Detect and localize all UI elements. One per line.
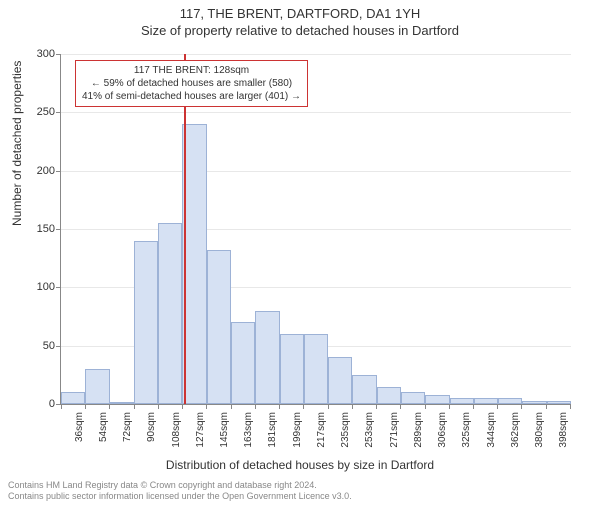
xtick: 199sqm [279,404,303,409]
xtick: 289sqm [400,404,424,409]
xtick-label: 325sqm [461,412,472,448]
ytick-label: 50 [43,340,61,352]
histogram-bar [377,387,401,405]
footer-attribution: Contains HM Land Registry data © Crown c… [8,480,352,502]
xtick-label: 199sqm [292,412,303,448]
xtick: 325sqm [449,404,473,409]
ytick-label: 100 [37,281,61,293]
histogram-bar [85,369,109,404]
xtick-label: 108sqm [171,412,182,448]
ytick-label: 200 [37,165,61,177]
x-axis-label: Distribution of detached houses by size … [0,458,600,472]
annotation-box: 117 THE BRENT: 128sqm ← 59% of detached … [75,60,308,107]
histogram-bar [158,223,182,404]
xtick-label: 217sqm [316,412,327,448]
xtick-label: 163sqm [243,412,254,448]
ytick-label: 0 [49,398,61,410]
xtick: 127sqm [182,404,206,409]
xtick: 72sqm [109,404,133,409]
page-title-address: 117, THE BRENT, DARTFORD, DA1 1YH [0,6,600,21]
ytick-label: 150 [37,223,61,235]
histogram-bar [328,357,352,404]
annotation-line: 41% of semi-detached houses are larger (… [82,90,301,103]
histogram-bar [61,392,85,404]
xtick: 163sqm [231,404,255,409]
xtick-label: 362sqm [510,412,521,448]
histogram-bar [207,250,231,404]
histogram-bar [401,392,425,404]
xtick: 271sqm [376,404,400,409]
xtick-label: 235sqm [340,412,351,448]
xtick-label: 181sqm [267,412,278,448]
page-title-subtitle: Size of property relative to detached ho… [0,23,600,38]
xtick: 90sqm [134,404,158,409]
xtick: 145sqm [206,404,230,409]
xtick-label: 344sqm [486,412,497,448]
xtick: 54sqm [85,404,109,409]
xtick: 362sqm [497,404,521,409]
histogram-bar [255,311,279,404]
xtick-label: 127sqm [195,412,206,448]
histogram-bar [352,375,376,404]
xtick-label: 54sqm [98,412,109,442]
xtick-label: 271sqm [389,412,400,448]
xtick-label: 306sqm [437,412,448,448]
histogram-bar [425,395,449,404]
xtick: 108sqm [158,404,182,409]
x-ticks: 36sqm54sqm72sqm90sqm108sqm127sqm145sqm16… [61,404,571,409]
histogram-bar [231,322,255,404]
xtick: 253sqm [352,404,376,409]
ytick-label: 300 [37,48,61,60]
histogram-bar [280,334,304,404]
ytick-label: 250 [37,106,61,118]
xtick-label: 145sqm [219,412,230,448]
y-axis-label: Number of detached properties [10,61,24,226]
xtick: 217sqm [303,404,327,409]
xtick-label: 380sqm [534,412,545,448]
xtick: 398sqm [546,404,571,409]
xtick: 235sqm [328,404,352,409]
histogram-bar [134,241,158,404]
footer-line: Contains public sector information licen… [8,491,352,502]
histogram-bar [182,124,206,404]
xtick-label: 90sqm [146,412,157,442]
xtick: 380sqm [521,404,545,409]
annotation-line: 117 THE BRENT: 128sqm [82,64,301,77]
histogram-bar [304,334,328,404]
xtick: 344sqm [473,404,497,409]
xtick-label: 398sqm [558,412,569,448]
xtick-label: 289sqm [413,412,424,448]
xtick: 181sqm [255,404,279,409]
xtick-label: 72sqm [122,412,133,442]
xtick: 306sqm [425,404,449,409]
footer-line: Contains HM Land Registry data © Crown c… [8,480,352,491]
xtick: 36sqm [61,404,85,409]
xtick-label: 36sqm [74,412,85,442]
xtick-label: 253sqm [364,412,375,448]
annotation-line: ← 59% of detached houses are smaller (58… [82,77,301,90]
